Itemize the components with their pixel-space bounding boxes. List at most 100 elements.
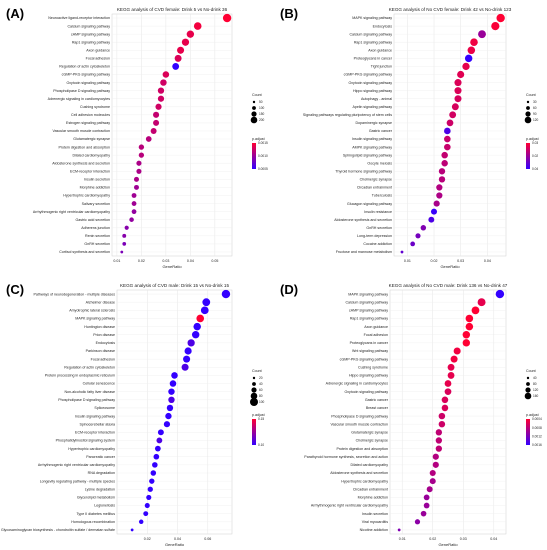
data-point (464, 54, 473, 63)
panel-label: (B) (280, 6, 298, 21)
size-legend-dot (252, 382, 256, 386)
size-legend-dot (250, 398, 258, 406)
data-point (124, 225, 129, 230)
data-point (168, 396, 175, 404)
data-point (423, 502, 430, 509)
data-point (438, 176, 446, 183)
data-point (153, 453, 160, 460)
data-point (152, 462, 158, 468)
category-label: Spliceosome (94, 406, 115, 410)
category-label: Oxytocin signaling pathway (66, 81, 110, 85)
data-point (420, 510, 427, 517)
data-point (153, 119, 160, 126)
data-point (451, 103, 459, 111)
panel-label: (D) (280, 282, 298, 297)
data-point (172, 63, 180, 70)
category-label: Phospholipase D signaling pathway (331, 414, 388, 418)
panel-c: (C) KEGG analysis of CVD male: Drink 15 v… (0, 276, 273, 550)
data-point (435, 429, 443, 436)
x-tick-label: 0.04 (187, 259, 194, 263)
size-legend-value: 60 (533, 106, 537, 110)
data-point (420, 225, 427, 231)
category-label: Endocytosis (373, 24, 393, 28)
x-tick-label: 0.01 (113, 259, 120, 263)
category-label: Pancreatic cancer (86, 455, 116, 459)
category-label: Apelin signaling pathway (352, 105, 392, 109)
data-point (441, 151, 448, 159)
data-point (154, 445, 161, 452)
data-point (423, 494, 430, 501)
size-legend-value: 200 (259, 118, 265, 122)
category-label: Homologous recombination (71, 520, 115, 524)
category-label: Non-alcoholic fatty liver disease (64, 390, 115, 394)
category-label: Dilated cardiomyopathy (72, 153, 110, 157)
data-point (162, 71, 170, 78)
size-legend-dot (250, 392, 258, 400)
data-point (150, 127, 157, 134)
data-point (174, 54, 182, 62)
category-label: Tuberculosis (372, 194, 392, 198)
category-label: Cushing syndrome (80, 105, 110, 109)
category-label: Cellular senescence (83, 382, 115, 386)
data-point (202, 298, 211, 307)
category-label: Axon guidance (364, 325, 388, 329)
category-label: cGMP-PKG signaling pathway (344, 73, 393, 77)
category-label: Huntington disease (84, 325, 115, 329)
data-point (441, 396, 449, 404)
size-legend-title: Count (526, 93, 536, 97)
data-point (447, 363, 455, 371)
category-label: Adrenergic signaling in cardiomyocytes (48, 97, 111, 101)
data-point (168, 388, 175, 395)
data-point (435, 445, 442, 452)
data-point (444, 380, 452, 387)
category-label: Insulin signaling pathway (75, 414, 115, 418)
data-point (138, 144, 145, 150)
category-label: Rap1 signaling pathway (354, 40, 392, 44)
panel-d: (D) KEGG analysis of No CVD male: Drink 1… (274, 276, 547, 550)
x-tick-label: 0.05 (211, 259, 218, 263)
color-legend-value: 0.0008 (532, 426, 542, 430)
data-point (438, 168, 446, 175)
chart-svg: (A) KEGG analysis of CVD female: Drink 5 … (6, 6, 268, 269)
data-point (131, 201, 137, 206)
category-label: Arrhythmogenic right ventricular cardiom… (38, 463, 115, 467)
size-legend-value: 120 (533, 118, 539, 122)
data-point (222, 13, 232, 23)
category-label: Adherens junction (81, 226, 110, 230)
panel-label: (A) (6, 6, 24, 21)
category-label: ECM-receptor interaction (75, 431, 115, 435)
plot-area (116, 289, 233, 535)
x-tick-label: 0.04 (484, 259, 491, 263)
category-label: Calcium signaling pathway (349, 32, 392, 36)
data-point (432, 453, 439, 460)
data-point (134, 184, 139, 190)
category-label: Type II diabetes mellitus (76, 512, 115, 516)
category-label: Focal adhesion (364, 333, 388, 337)
category-label: Hippo signaling pathway (349, 374, 388, 378)
chart-svg: (B) KEGG analysis of No CVD female: Drink… (280, 6, 539, 269)
category-label: Vascular smooth muscle contraction (331, 422, 388, 426)
data-point (441, 160, 448, 167)
data-point (433, 200, 440, 207)
data-point (446, 119, 454, 127)
category-label: Vascular smooth muscle contraction (53, 129, 110, 133)
data-point (470, 38, 478, 47)
color-legend-bar (526, 143, 530, 169)
data-point (496, 13, 505, 23)
category-label: Cortisol synthesis and secretion (59, 250, 110, 254)
size-legend-value: 100 (259, 400, 265, 404)
data-point (160, 79, 167, 86)
category-label: Rap1 signaling pathway (350, 317, 388, 321)
category-label: Renin secretion (85, 234, 110, 238)
size-legend-value: 150 (259, 112, 265, 116)
category-label: Dilated cardiomyopathy (350, 463, 388, 467)
category-label: Rap1 signaling pathway (72, 40, 110, 44)
size-legend-value: 30 (533, 100, 537, 104)
chart-svg: (C) KEGG analysis of CVD male: Drink 15 v… (1, 282, 265, 547)
category-label: Thyroid hormone signaling pathway (335, 170, 392, 174)
category-label: Oxytocin signaling pathway (348, 81, 392, 85)
data-point (181, 363, 189, 371)
category-label: Regulation of actin cytoskeleton (59, 65, 110, 69)
data-point (120, 250, 124, 254)
data-point (138, 519, 144, 525)
